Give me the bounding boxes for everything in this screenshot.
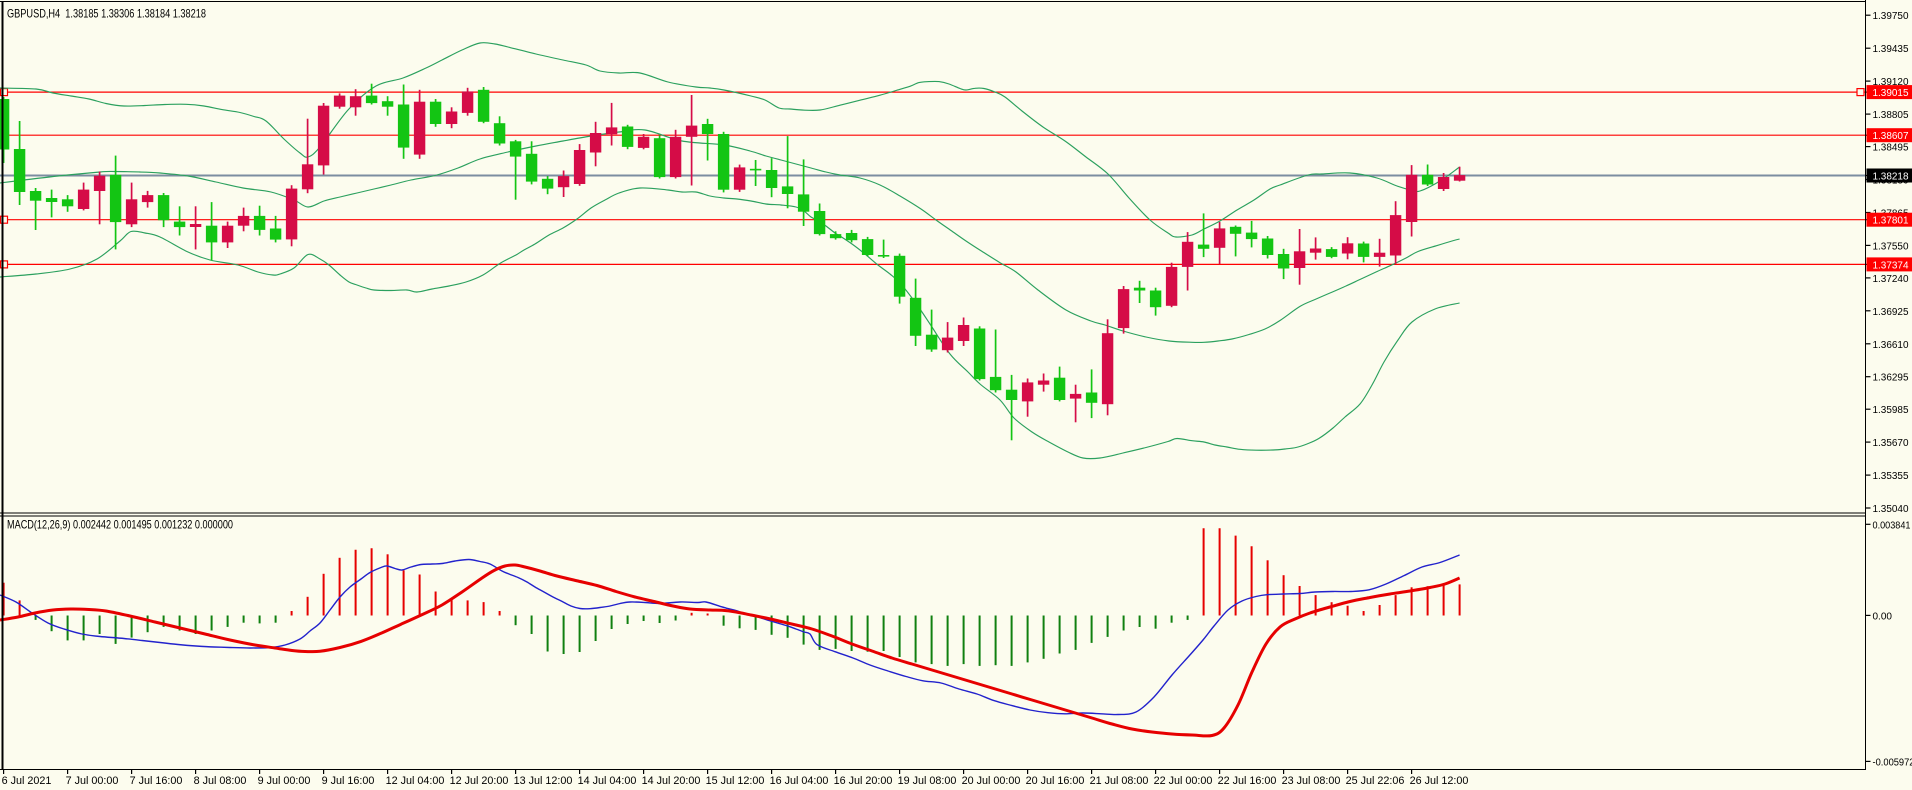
svg-text:1.39015: 1.39015: [1873, 88, 1909, 99]
svg-text:9 Jul 00:00: 9 Jul 00:00: [258, 775, 311, 787]
svg-text:1.35040: 1.35040: [1873, 504, 1909, 515]
svg-text:12 Jul 04:00: 12 Jul 04:00: [386, 775, 445, 787]
svg-text:1.36925: 1.36925: [1873, 307, 1909, 318]
svg-text:25 Jul 22:06: 25 Jul 22:06: [1346, 775, 1405, 787]
svg-text:15 Jul 12:00: 15 Jul 12:00: [706, 775, 765, 787]
svg-text:1.37240: 1.37240: [1873, 274, 1909, 285]
svg-text:1.35985: 1.35985: [1873, 405, 1909, 416]
svg-text:GBPUSD,H4 1.38185 1.38306 1.3: GBPUSD,H4 1.38185 1.38306 1.38184 1.3821…: [7, 7, 206, 21]
svg-text:1.38495: 1.38495: [1873, 143, 1909, 154]
svg-text:0.00: 0.00: [1873, 611, 1893, 622]
svg-text:8 Jul 08:00: 8 Jul 08:00: [194, 775, 247, 787]
svg-text:22 Jul 00:00: 22 Jul 00:00: [1154, 775, 1213, 787]
svg-text:14 Jul 20:00: 14 Jul 20:00: [642, 775, 701, 787]
svg-text:22 Jul 16:00: 22 Jul 16:00: [1218, 775, 1277, 787]
svg-text:-0.005972: -0.005972: [1873, 757, 1912, 768]
svg-text:1.37550: 1.37550: [1873, 241, 1909, 252]
svg-text:23 Jul 08:00: 23 Jul 08:00: [1282, 775, 1341, 787]
svg-text:12 Jul 20:00: 12 Jul 20:00: [450, 775, 509, 787]
svg-text:9 Jul 16:00: 9 Jul 16:00: [322, 775, 375, 787]
svg-text:1.35670: 1.35670: [1873, 438, 1909, 449]
svg-text:16 Jul 04:00: 16 Jul 04:00: [770, 775, 829, 787]
svg-text:1.38607: 1.38607: [1873, 131, 1909, 142]
svg-text:1.39120: 1.39120: [1873, 77, 1909, 88]
svg-text:16 Jul 20:00: 16 Jul 20:00: [834, 775, 893, 787]
svg-text:1.38218: 1.38218: [1873, 172, 1909, 183]
svg-text:1.37801: 1.37801: [1873, 216, 1909, 227]
svg-text:1.36610: 1.36610: [1873, 340, 1909, 351]
svg-text:6 Jul 2021: 6 Jul 2021: [2, 775, 52, 787]
svg-text:20 Jul 16:00: 20 Jul 16:00: [1026, 775, 1085, 787]
svg-text:1.38805: 1.38805: [1873, 110, 1909, 121]
svg-text:1.36295: 1.36295: [1873, 373, 1909, 384]
svg-text:21 Jul 08:00: 21 Jul 08:00: [1090, 775, 1149, 787]
svg-text:14 Jul 04:00: 14 Jul 04:00: [578, 775, 637, 787]
svg-text:1.37374: 1.37374: [1873, 260, 1909, 271]
svg-text:19 Jul 08:00: 19 Jul 08:00: [898, 775, 957, 787]
svg-text:MACD(12,26,9) 0.002442 0.00149: MACD(12,26,9) 0.002442 0.001495 0.001232…: [7, 518, 233, 532]
svg-text:1.39750: 1.39750: [1873, 11, 1909, 22]
svg-text:20 Jul 00:00: 20 Jul 00:00: [962, 775, 1021, 787]
svg-text:13 Jul 12:00: 13 Jul 12:00: [514, 775, 573, 787]
svg-text:7 Jul 16:00: 7 Jul 16:00: [130, 775, 183, 787]
svg-text:1.39435: 1.39435: [1873, 44, 1909, 55]
svg-text:1.35355: 1.35355: [1873, 471, 1909, 482]
svg-text:0.003841: 0.003841: [1873, 520, 1911, 531]
svg-text:26 Jul 12:00: 26 Jul 12:00: [1410, 775, 1469, 787]
svg-text:7 Jul 00:00: 7 Jul 00:00: [66, 775, 119, 787]
